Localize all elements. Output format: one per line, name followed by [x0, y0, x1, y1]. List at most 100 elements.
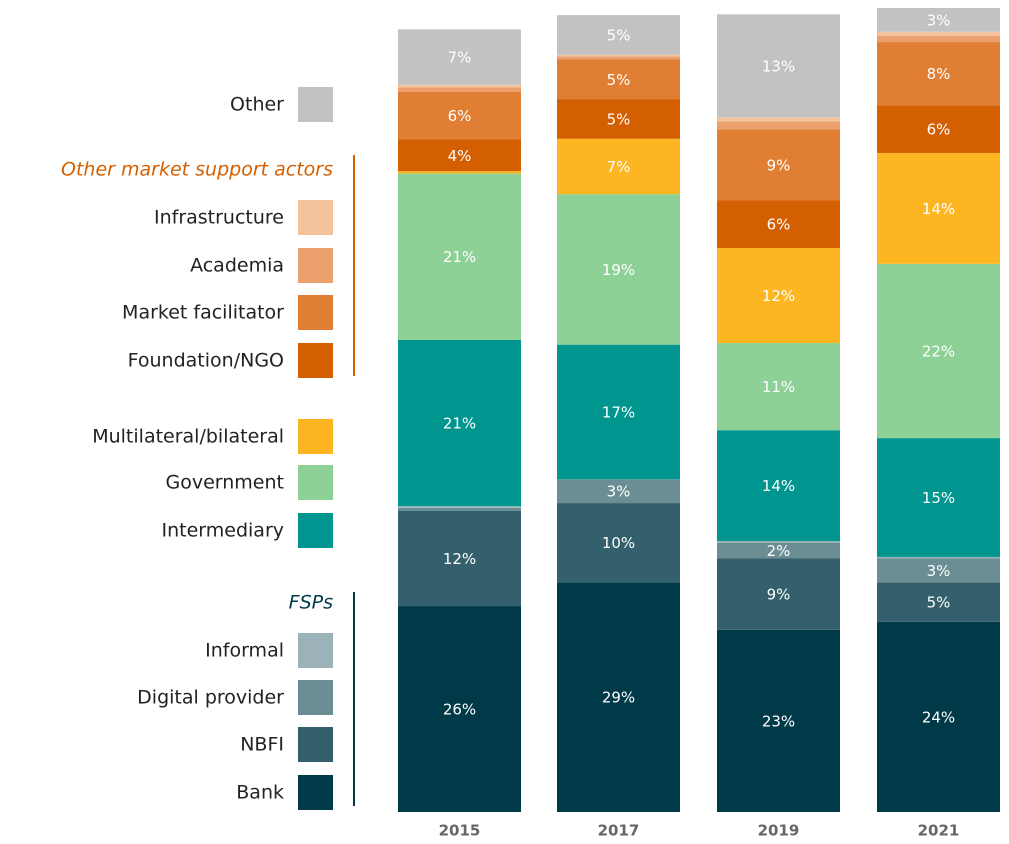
legend-swatch: [298, 200, 333, 235]
data-label: 5%: [607, 26, 631, 44]
legend-label: NBFI: [240, 734, 284, 756]
bar-segment: [557, 503, 680, 583]
bar-segment: [717, 200, 840, 249]
bar-segment: [557, 479, 680, 504]
data-label: 10%: [602, 534, 635, 552]
legend-label: Market facilitator: [122, 302, 284, 324]
bar-segment: [717, 129, 840, 201]
legend-group-title: FSPs: [289, 592, 333, 614]
bar-segment: [877, 438, 1000, 557]
data-label: 6%: [448, 107, 472, 125]
data-label: 7%: [448, 49, 472, 67]
bar-segment: [877, 35, 1000, 43]
bar-segment: [557, 194, 680, 345]
data-label: 7%: [607, 158, 631, 176]
legend-swatch: [298, 775, 333, 810]
data-label: 5%: [927, 594, 951, 612]
legend-label: Government: [166, 472, 285, 494]
data-label: 26%: [443, 701, 476, 719]
legend-swatch: [298, 87, 333, 122]
legend-label: Digital provider: [137, 687, 284, 709]
legend-swatch: [298, 295, 333, 330]
bar-segment: [557, 344, 680, 480]
bar-segment: [398, 84, 521, 88]
bar-segment: [398, 87, 521, 92]
bar-segment: [717, 343, 840, 431]
data-label: 12%: [762, 287, 795, 305]
bar-segment: [398, 606, 521, 812]
bar-segment: [717, 248, 840, 344]
bar-segment: [557, 15, 680, 55]
legend-swatch: [298, 727, 333, 762]
data-label: 6%: [767, 216, 791, 234]
bar-segment: [717, 430, 840, 542]
data-label: 5%: [607, 110, 631, 128]
data-label: 8%: [927, 65, 951, 83]
bar-segment: [557, 59, 680, 100]
bar-segment: [877, 621, 1000, 812]
legend-label: Intermediary: [162, 520, 285, 542]
legend-label: Other: [230, 94, 284, 116]
bar-segment: [557, 582, 680, 812]
bar-segment: [398, 139, 521, 172]
bar-segment: [717, 558, 840, 630]
bar-segment: [877, 31, 1000, 36]
data-label: 12%: [443, 550, 476, 568]
bar-segment: [717, 14, 840, 118]
data-label: 2%: [767, 542, 791, 560]
legend-group-title: Other market support actors: [61, 159, 333, 181]
legend-swatch: [298, 419, 333, 454]
legend-label: Multilateral/bilateral: [92, 426, 284, 448]
data-label: 23%: [762, 712, 795, 730]
legend-label: Informal: [205, 640, 284, 662]
data-label: 11%: [762, 378, 795, 396]
data-label: 17%: [602, 403, 635, 421]
bar-segment: [557, 138, 680, 195]
bar-segment: [717, 629, 840, 812]
bar-segment: [398, 506, 521, 508]
bar-segment: [877, 558, 1000, 583]
data-label: 19%: [602, 261, 635, 279]
bar-segment: [398, 510, 521, 607]
data-label: 21%: [443, 415, 476, 433]
data-label: 14%: [922, 200, 955, 218]
data-label: 6%: [927, 121, 951, 139]
legend-swatch: [298, 513, 333, 548]
data-label: 22%: [922, 342, 955, 360]
legend-swatch: [298, 633, 333, 668]
bar-segment: [877, 556, 1000, 559]
legend-swatch: [298, 248, 333, 283]
data-label: 5%: [607, 71, 631, 89]
bar-segment: [717, 117, 840, 122]
data-label: 3%: [927, 11, 951, 29]
x-tick-label: 2019: [758, 822, 800, 840]
x-tick-label: 2021: [918, 822, 960, 840]
bar-segment: [717, 121, 840, 130]
legend-swatch: [298, 343, 333, 378]
bar-segment: [398, 171, 521, 174]
bar-segment: [877, 105, 1000, 153]
x-tick-label: 2017: [598, 822, 640, 840]
data-label: 3%: [927, 562, 951, 580]
data-label: 3%: [607, 483, 631, 501]
bar-segment: [557, 99, 680, 139]
data-label: 9%: [767, 156, 791, 174]
x-tick-label: 2015: [439, 822, 481, 840]
data-label: 21%: [443, 248, 476, 266]
data-label: 4%: [448, 147, 472, 165]
bar-segment: [717, 541, 840, 543]
legend-label: Bank: [236, 782, 284, 804]
bar-segment: [557, 56, 680, 60]
bar-segment: [877, 8, 1000, 32]
legend-label: Foundation/NGO: [128, 350, 284, 372]
bar-segment: [398, 339, 521, 507]
legend-swatch: [298, 680, 333, 715]
data-label: 9%: [767, 586, 791, 604]
data-label: 29%: [602, 689, 635, 707]
bar-segment: [398, 29, 521, 85]
bar-segment: [398, 91, 521, 140]
bar-segment: [717, 542, 840, 559]
bar-segment: [877, 582, 1000, 622]
data-label: 13%: [762, 57, 795, 75]
